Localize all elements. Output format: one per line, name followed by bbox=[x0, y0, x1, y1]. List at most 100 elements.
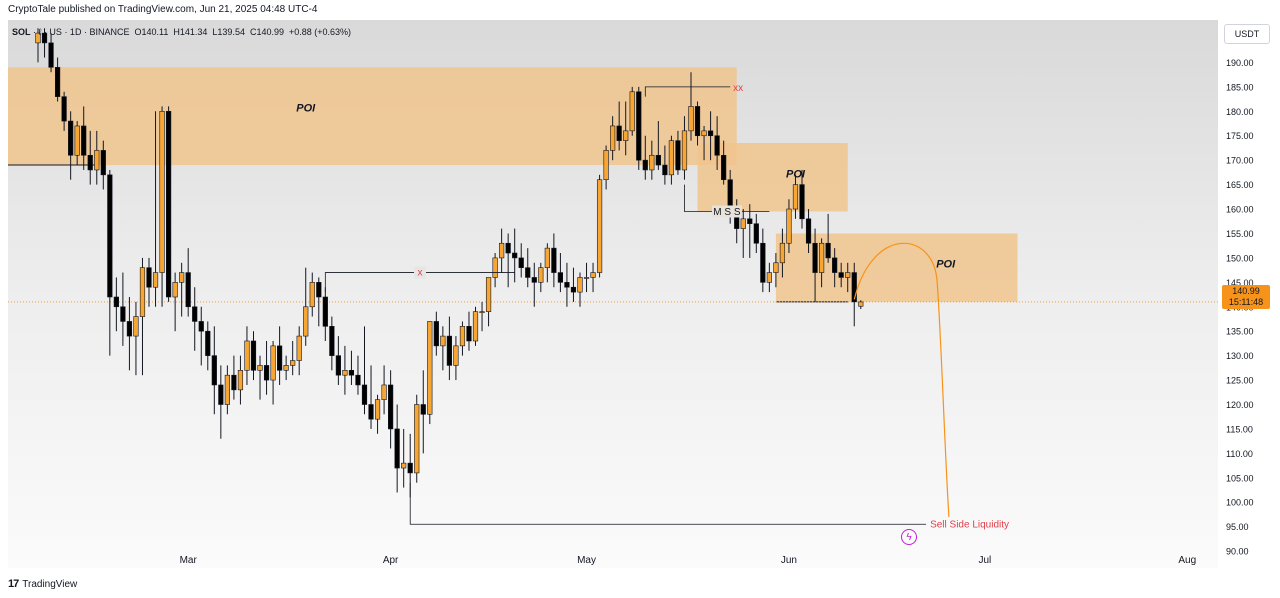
candle bbox=[518, 243, 524, 278]
candle-body bbox=[845, 272, 851, 278]
candle bbox=[427, 321, 433, 425]
candle bbox=[198, 306, 204, 366]
candle bbox=[779, 228, 786, 278]
time-tick-label: May bbox=[577, 555, 596, 566]
candle-body bbox=[747, 218, 753, 224]
candle-body bbox=[538, 267, 544, 283]
candle bbox=[420, 370, 426, 454]
candle-body bbox=[812, 242, 818, 273]
candle-body bbox=[179, 272, 185, 283]
candle-body bbox=[68, 120, 74, 156]
candle-body bbox=[296, 335, 302, 361]
candle bbox=[485, 277, 492, 327]
footer-brand-name: TradingView bbox=[22, 578, 78, 590]
candle bbox=[166, 106, 172, 302]
candle bbox=[538, 262, 544, 293]
candle bbox=[459, 321, 466, 356]
candle bbox=[655, 121, 661, 170]
candle-body bbox=[407, 462, 413, 474]
price-tick-label: 95.00 bbox=[1226, 522, 1249, 532]
candle-body bbox=[544, 247, 550, 268]
candle-body bbox=[244, 340, 250, 371]
candle-body bbox=[557, 272, 563, 283]
poi-label: POI bbox=[296, 102, 316, 114]
candle bbox=[433, 311, 439, 356]
candle bbox=[277, 326, 283, 385]
candle bbox=[616, 101, 622, 151]
candle bbox=[54, 57, 61, 102]
poi-zone bbox=[697, 143, 848, 212]
candle bbox=[94, 130, 100, 185]
legend-open-label: O bbox=[134, 27, 142, 37]
candle-body bbox=[623, 130, 629, 141]
chart-area[interactable]: x xx M S S Sell Side Liquidity POI POI POI bbox=[8, 20, 1218, 568]
candle-body bbox=[675, 140, 681, 171]
candle-body bbox=[472, 311, 479, 342]
candle-body bbox=[54, 67, 61, 97]
candle-body bbox=[773, 262, 779, 273]
candle bbox=[479, 301, 485, 332]
projection-path bbox=[853, 242, 950, 517]
candle bbox=[257, 355, 263, 400]
mss-label-bg bbox=[711, 205, 742, 218]
xx-marker-line bbox=[644, 86, 731, 97]
poi-label: POI bbox=[936, 259, 956, 271]
candle-body bbox=[348, 370, 355, 376]
candle-body bbox=[224, 374, 230, 405]
candle bbox=[381, 365, 387, 415]
price-tick-label: 185.00 bbox=[1226, 82, 1254, 92]
candle bbox=[825, 213, 831, 263]
candle bbox=[747, 204, 753, 258]
price-tick-label: 190.00 bbox=[1226, 58, 1254, 68]
candle-body bbox=[714, 135, 720, 156]
candle bbox=[596, 174, 603, 278]
candle-body bbox=[48, 42, 54, 68]
tradingview-logo-icon: 17 bbox=[8, 578, 19, 590]
candle-body bbox=[414, 404, 420, 474]
candle-body bbox=[41, 32, 48, 44]
candle-body bbox=[250, 340, 257, 371]
candle-body bbox=[688, 106, 694, 132]
candle-body bbox=[322, 296, 328, 327]
candle-body bbox=[485, 277, 492, 312]
candle-body bbox=[740, 218, 746, 229]
candle bbox=[544, 243, 550, 283]
candle-body bbox=[851, 272, 857, 303]
candle-body bbox=[192, 306, 198, 322]
candle-body bbox=[525, 267, 531, 278]
time-tick-label: Aug bbox=[1178, 555, 1197, 566]
legend-high: 141.34 bbox=[179, 27, 208, 37]
lightning-icon[interactable]: ϟ bbox=[901, 529, 917, 545]
candle bbox=[675, 130, 681, 175]
candle-body bbox=[721, 154, 727, 181]
candle bbox=[512, 228, 518, 283]
candle-body bbox=[701, 130, 707, 137]
candle-body bbox=[87, 154, 93, 171]
time-axis[interactable]: Mar Apr May Jun Jul Aug bbox=[8, 552, 1218, 568]
candle bbox=[87, 130, 93, 185]
candle-body bbox=[668, 140, 675, 176]
candle-body bbox=[263, 365, 270, 381]
candle-body bbox=[166, 111, 172, 298]
candle-body bbox=[786, 208, 792, 244]
price-tick-label: 100.00 bbox=[1226, 498, 1254, 508]
price-tick-label: 135.00 bbox=[1226, 327, 1254, 337]
candle bbox=[120, 272, 126, 346]
candle-body bbox=[583, 277, 590, 279]
legend-close: 140.99 bbox=[256, 27, 284, 37]
currency-unit-button[interactable]: USDT bbox=[1224, 24, 1270, 44]
candle bbox=[577, 272, 583, 307]
candle-body bbox=[649, 154, 655, 171]
legend-high-label: H bbox=[173, 27, 180, 37]
price-tick-label: 160.00 bbox=[1226, 205, 1254, 215]
candle bbox=[139, 257, 146, 376]
candle-body bbox=[577, 277, 583, 293]
candle-body bbox=[107, 174, 113, 298]
last-price-tag: 140.99 15:11:48 bbox=[1222, 285, 1270, 309]
candle-body bbox=[303, 306, 309, 337]
candle-body bbox=[616, 125, 622, 141]
top-bar: CryptoTale published on TradingView.com,… bbox=[0, 0, 1280, 20]
legend-symbol[interactable]: SOL bbox=[12, 27, 31, 37]
candle-body bbox=[570, 286, 577, 293]
